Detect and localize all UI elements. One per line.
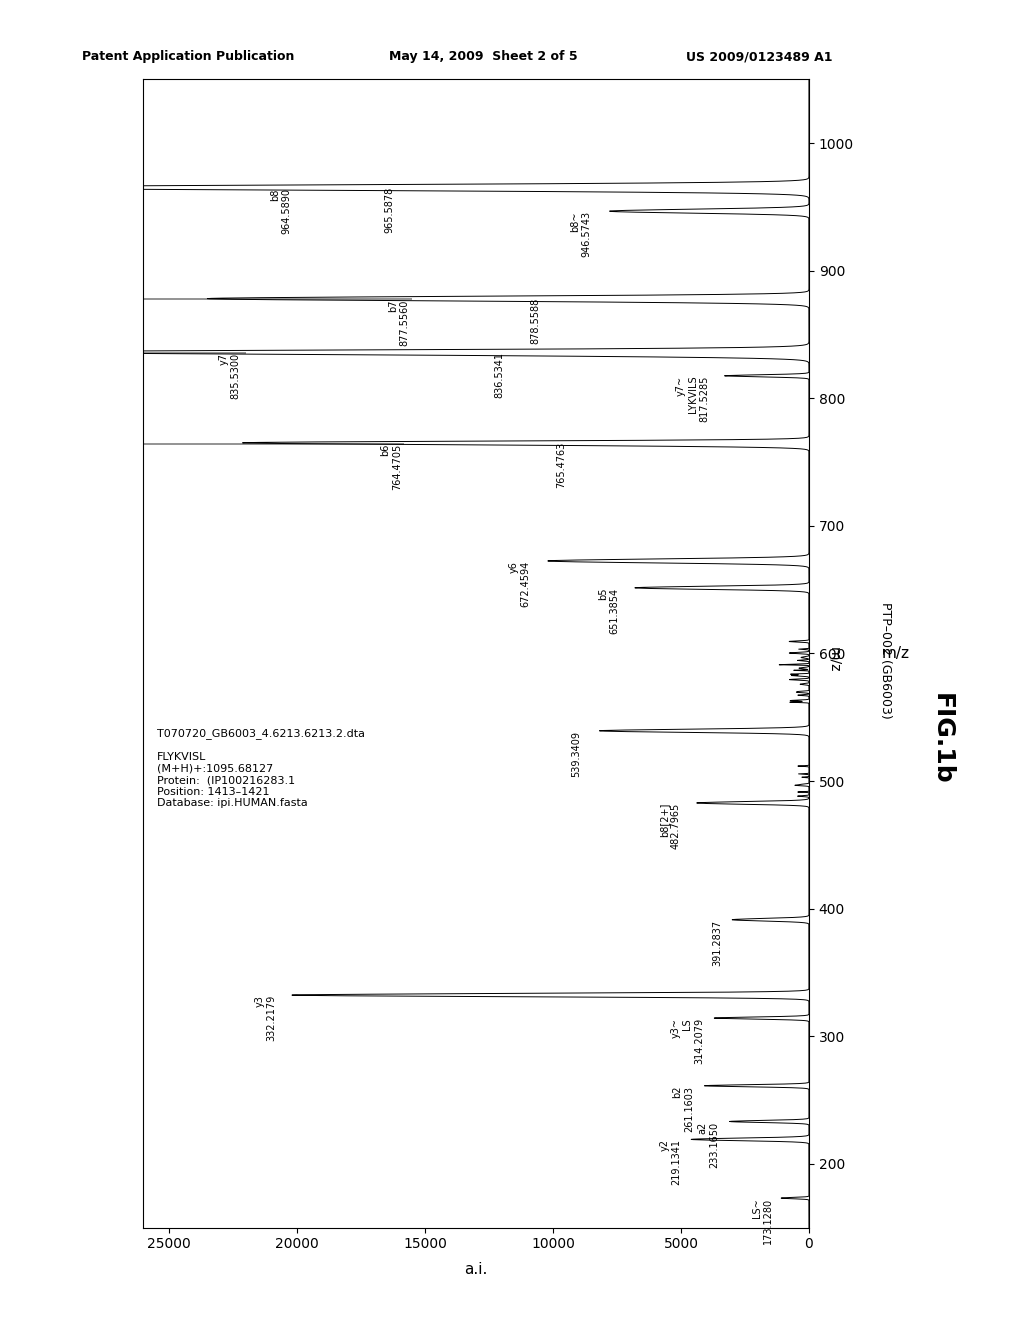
Text: y2
219.1341: y2 219.1341 — [659, 1139, 681, 1185]
Text: y3
332.2179: y3 332.2179 — [255, 995, 276, 1041]
Text: b5
651.3854: b5 651.3854 — [598, 587, 620, 634]
Text: y6
672.4594: y6 672.4594 — [508, 561, 530, 607]
Text: PTP–002 (GB6003): PTP–002 (GB6003) — [880, 602, 892, 718]
Y-axis label: m/z: m/z — [882, 645, 909, 661]
Text: US 2009/0123489 A1: US 2009/0123489 A1 — [686, 50, 833, 63]
Text: May 14, 2009  Sheet 2 of 5: May 14, 2009 Sheet 2 of 5 — [389, 50, 578, 63]
Text: 539.3409: 539.3409 — [571, 731, 582, 776]
Text: y3~
LS
314.2079: y3~ LS 314.2079 — [671, 1018, 705, 1064]
Text: m/z: m/z — [827, 647, 842, 673]
X-axis label: a.i.: a.i. — [465, 1262, 487, 1278]
Text: 836.5341: 836.5341 — [495, 351, 505, 397]
Text: b2
261.1603: b2 261.1603 — [672, 1086, 694, 1131]
Text: b7
877.5560: b7 877.5560 — [388, 300, 410, 346]
Text: b6
764.4705: b6 764.4705 — [380, 444, 401, 490]
Text: 391.2837: 391.2837 — [712, 920, 722, 966]
Text: FIG.1b: FIG.1b — [930, 693, 954, 785]
Text: Patent Application Publication: Patent Application Publication — [82, 50, 294, 63]
Text: a2
233.1650: a2 233.1650 — [697, 1122, 719, 1168]
Text: 878.5588: 878.5588 — [530, 298, 541, 345]
Text: 765.4763: 765.4763 — [556, 442, 565, 488]
Text: b8
964.5890: b8 964.5890 — [270, 189, 292, 234]
Text: y7
835.5300: y7 835.5300 — [219, 352, 241, 399]
Text: LS~
173.1280: LS~ 173.1280 — [752, 1199, 773, 1245]
Text: y7~
LYKVILS
817.5285: y7~ LYKVILS 817.5285 — [676, 376, 709, 422]
Text: T070720_GB6003_4.6213.6213.2.dta

FLYKVISL
(M+H)+:1095.68127
Protein:  (IP100216: T070720_GB6003_4.6213.6213.2.dta FLYKVIS… — [157, 729, 365, 808]
Text: b8[2+]
482.7965: b8[2+] 482.7965 — [659, 803, 681, 849]
Text: 965.5878: 965.5878 — [384, 187, 394, 234]
Text: b8~
946.5743: b8~ 946.5743 — [569, 211, 592, 257]
